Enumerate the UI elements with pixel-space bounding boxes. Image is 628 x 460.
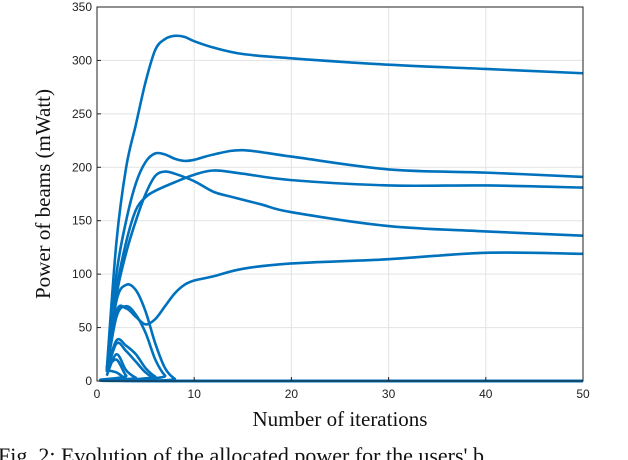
y-tick-label: 50 bbox=[79, 321, 93, 335]
y-tick-label: 150 bbox=[72, 214, 92, 228]
series-line-8 bbox=[105, 337, 583, 383]
series-line-3 bbox=[105, 170, 584, 371]
grid bbox=[96, 6, 584, 382]
series-line-2 bbox=[105, 148, 584, 371]
series-line-4 bbox=[105, 169, 584, 371]
y-tick-label: 250 bbox=[72, 107, 92, 121]
axes-frame bbox=[96, 6, 584, 382]
x-tick-label: 30 bbox=[382, 387, 396, 401]
figure-caption: Fig. 2: Evolution of the allocated power… bbox=[0, 443, 484, 460]
series-line-6 bbox=[105, 282, 583, 383]
series-line-5 bbox=[105, 251, 584, 371]
y-tick-label: 300 bbox=[72, 53, 92, 67]
x-axis-label: Number of iterations bbox=[253, 407, 428, 431]
y-tick-label: 0 bbox=[85, 374, 92, 388]
series-lines bbox=[98, 34, 584, 383]
y-tick-label: 200 bbox=[72, 160, 92, 174]
x-tick-label: 20 bbox=[285, 387, 299, 401]
y-tick-label: 350 bbox=[72, 0, 92, 14]
series-line-7 bbox=[105, 304, 583, 383]
series-line-10 bbox=[105, 352, 583, 383]
x-tick-label: 0 bbox=[94, 387, 101, 401]
x-tick-label: 40 bbox=[479, 387, 493, 401]
x-tick-label: 10 bbox=[188, 387, 202, 401]
y-tick-label: 100 bbox=[72, 267, 92, 281]
series-line-9 bbox=[105, 341, 583, 383]
y-axis-label: Power of beams (mWatt) bbox=[31, 89, 55, 299]
tick-labels: 0 10 20 30 40 50 0 50 100 150 200 250 300 350 bbox=[72, 0, 590, 401]
series-line-1 bbox=[105, 34, 584, 371]
x-tick-label: 50 bbox=[576, 387, 590, 401]
